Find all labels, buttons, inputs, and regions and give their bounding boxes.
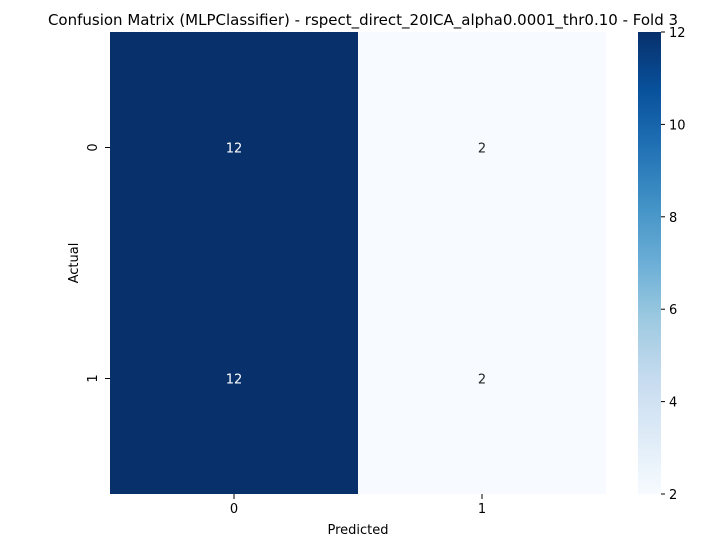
- colorbar-axis: 2 4 6 8 10 12: [661, 26, 686, 503]
- cell-label-r1-c1: 2: [478, 373, 486, 388]
- x-tick-label-0: 0: [230, 502, 238, 517]
- colorbar-tick-label-3: 8: [669, 211, 677, 226]
- cell-r1-c1: [358, 263, 606, 494]
- colorbar-tick-label-0: 2: [669, 488, 677, 503]
- chart-title: Confusion Matrix (MLPClassifier) - rspec…: [48, 11, 678, 30]
- heatmap-cells: 12 2 12 2: [110, 32, 606, 494]
- cell-label-r0-c1: 2: [478, 142, 486, 157]
- y-tick-label-0: 0: [86, 143, 101, 151]
- colorbar-tick-label-1: 4: [669, 396, 677, 411]
- colorbar-tick-label-2: 6: [669, 303, 677, 318]
- colorbar: [638, 32, 661, 494]
- x-axis-label: Predicted: [327, 523, 388, 538]
- x-tick-label-1: 1: [478, 502, 486, 517]
- cell-r1-c0: [110, 263, 358, 494]
- colorbar-tick-label-5: 12: [669, 26, 686, 41]
- y-axis-label: Actual: [67, 243, 82, 284]
- cell-label-r1-c0: 12: [226, 373, 243, 388]
- y-tick-label-1: 1: [86, 374, 101, 382]
- y-axis: 01: [86, 143, 110, 383]
- colorbar-tick-label-4: 10: [669, 118, 686, 133]
- cell-r0-c0: [110, 32, 358, 263]
- cell-r0-c1: [358, 32, 606, 263]
- cell-label-r0-c0: 12: [226, 142, 243, 157]
